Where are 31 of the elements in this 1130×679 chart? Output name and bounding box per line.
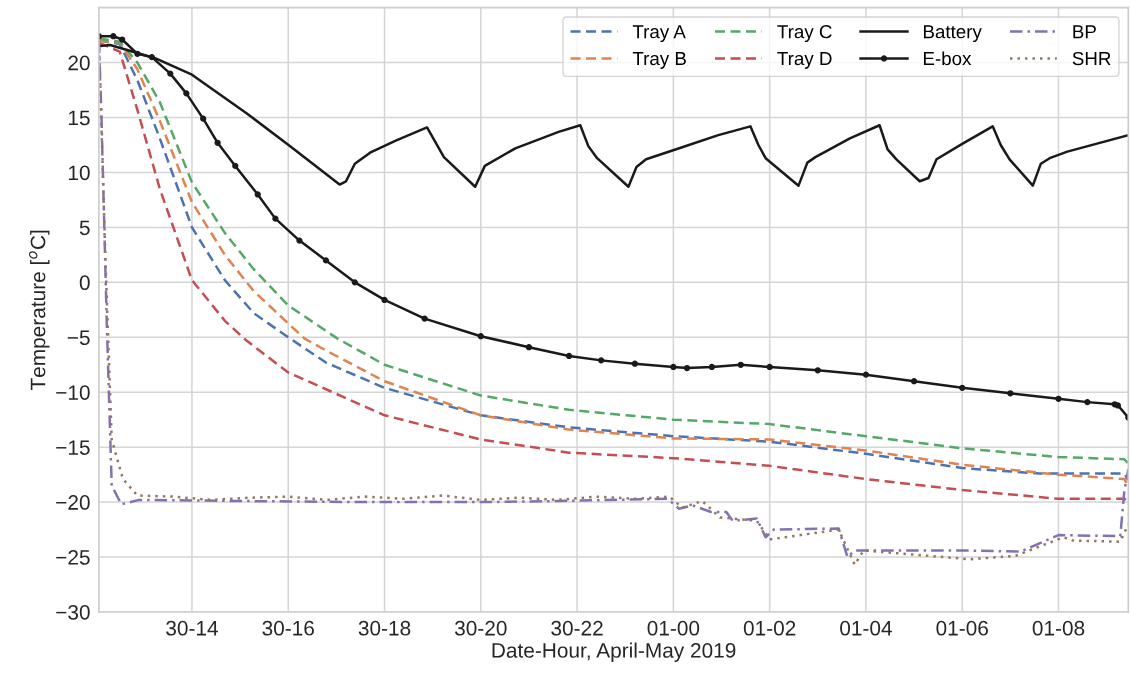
x-tick-label: 30-22 — [551, 620, 603, 636]
y-tick-label: −15 — [56, 440, 90, 455]
y-tick-label: −25 — [56, 550, 90, 565]
y-tick-label: −20 — [56, 495, 90, 510]
x-axis-title: Date-Hour, April-May 2019 — [492, 642, 736, 662]
y-tick-label: 0 — [79, 275, 90, 291]
y-tick-label: 5 — [79, 220, 90, 236]
x-tick-label: 30-14 — [166, 620, 218, 636]
legend-label: Battery — [923, 25, 982, 43]
legend-label: Tray B — [632, 52, 686, 69]
y-tick-label: 10 — [68, 165, 90, 181]
y-tick-label: −10 — [56, 385, 90, 400]
legend-label: BP — [1073, 25, 1096, 39]
legend-label: Tray D — [777, 52, 832, 69]
legend-label: SHR — [1072, 51, 1111, 66]
y-tick-label: 20 — [68, 55, 90, 71]
y-tick-label: −5 — [67, 330, 90, 346]
legend-label: E-box — [923, 51, 972, 66]
y-tick-label: 15 — [68, 110, 90, 126]
x-tick-label: 30-18 — [358, 620, 411, 636]
x-tick-label: 30-20 — [454, 620, 507, 636]
x-tick-label: 01-00 — [647, 620, 700, 636]
x-tick-label: 01-04 — [840, 620, 892, 636]
legend-label: Tray A — [632, 25, 686, 43]
x-tick-label: 01-06 — [936, 620, 988, 636]
y-axis-title: Temperature [$^{o}$C] — [29, 230, 50, 391]
x-tick-label: 01-08 — [1032, 620, 1085, 636]
legend-label: Tray C — [777, 25, 832, 43]
x-tick-label: 30-16 — [262, 620, 314, 636]
y-tick-label: −30 — [56, 604, 90, 620]
x-tick-label: 01-02 — [743, 620, 796, 636]
